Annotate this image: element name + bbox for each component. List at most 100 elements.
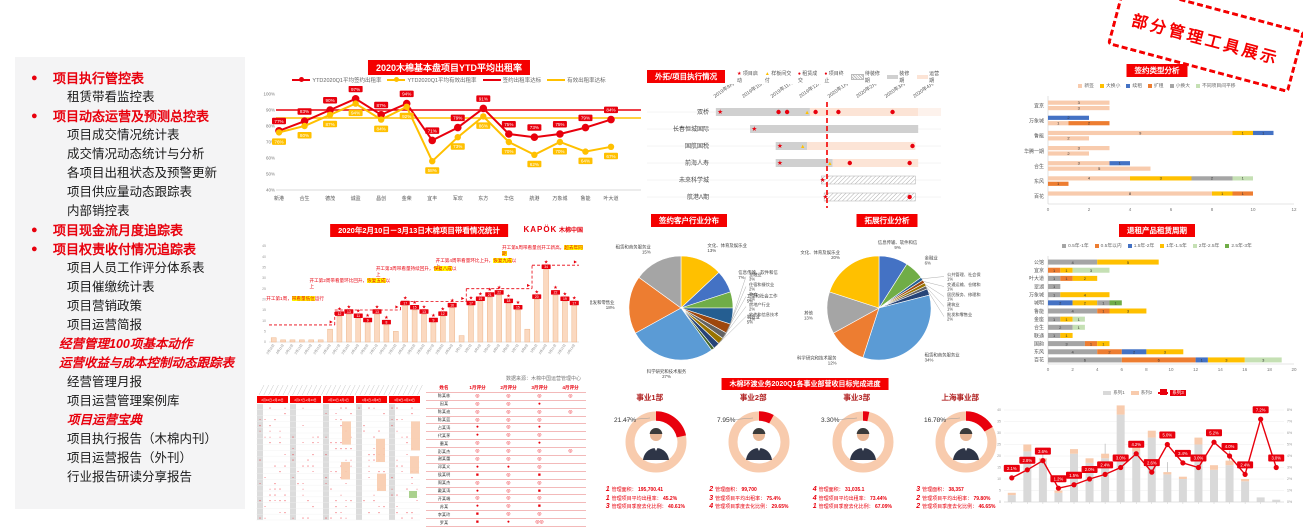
sidebar-item: 经营管理100项基本动作 bbox=[15, 335, 245, 354]
label: 3月6日 bbox=[501, 343, 510, 353]
label: 13% bbox=[804, 315, 813, 320]
label: 2% bbox=[749, 287, 755, 292]
bar-segment bbox=[1060, 316, 1073, 322]
label: 17 bbox=[572, 301, 576, 305]
label: • bbox=[416, 487, 417, 491]
label: 2 bbox=[1067, 115, 1070, 120]
bar-label-box bbox=[363, 317, 373, 323]
label: 1 bbox=[1102, 301, 1105, 306]
label: • bbox=[292, 516, 293, 520]
highlight-block bbox=[342, 421, 351, 445]
bar bbox=[308, 339, 315, 343]
label: 35 bbox=[262, 266, 266, 270]
label: × bbox=[335, 499, 337, 503]
label: × bbox=[269, 441, 271, 445]
bar-segment bbox=[1097, 308, 1110, 314]
gantt-dot bbox=[907, 194, 912, 200]
label: 2 bbox=[1084, 276, 1087, 281]
label: 昌创 bbox=[376, 195, 386, 202]
score-row: 因某 ◎ ◎ ● bbox=[426, 400, 586, 409]
label: 6% bbox=[1287, 431, 1292, 435]
bar bbox=[383, 324, 390, 343]
line-point bbox=[1133, 451, 1139, 457]
label: 1 bbox=[1078, 325, 1081, 330]
label: 2 bbox=[1067, 136, 1070, 141]
label: 叶大道 bbox=[1029, 275, 1044, 282]
label: 3.4% bbox=[1178, 451, 1188, 456]
label: × bbox=[317, 435, 319, 439]
label: 83% bbox=[300, 109, 309, 114]
data-label-box bbox=[425, 167, 440, 174]
data-point bbox=[453, 123, 462, 132]
score-col-header: 4月评分 bbox=[555, 385, 586, 393]
highlight-block bbox=[376, 438, 385, 462]
avatar-body bbox=[642, 448, 669, 460]
data-point bbox=[377, 111, 385, 119]
line-point bbox=[1071, 482, 1077, 488]
data-label-box bbox=[578, 157, 593, 165]
line-point bbox=[1226, 453, 1233, 459]
label: 17 bbox=[403, 301, 407, 305]
label: 34% bbox=[925, 358, 934, 363]
label: 4.2% bbox=[1131, 442, 1141, 447]
label: 交通运输、仓储和 bbox=[947, 281, 981, 288]
stat-value: 38,357 bbox=[948, 487, 964, 493]
matrix-header bbox=[389, 396, 420, 403]
bar-segment bbox=[1048, 292, 1061, 298]
label: • bbox=[396, 429, 397, 433]
stamp-text: 部分管理工具展示 bbox=[1129, 12, 1281, 69]
label: • bbox=[396, 505, 397, 509]
label: 3月1日 bbox=[454, 343, 463, 353]
legend-label: 签约出租率达标 bbox=[502, 78, 542, 84]
label: × bbox=[350, 412, 352, 416]
label: 87% bbox=[325, 122, 334, 127]
label: 84% bbox=[606, 108, 615, 113]
label: 1 bbox=[1053, 317, 1056, 322]
label: × bbox=[345, 447, 347, 451]
label: × bbox=[373, 435, 375, 439]
bar bbox=[280, 339, 286, 343]
label: 1% bbox=[749, 317, 755, 322]
legend-item: ▲ 样板间交付 bbox=[764, 71, 792, 84]
label: 5 bbox=[1127, 260, 1130, 265]
label: × bbox=[325, 476, 327, 480]
label: × bbox=[312, 441, 314, 445]
label: × bbox=[307, 499, 309, 503]
label: × bbox=[335, 441, 337, 445]
score-row: 墨某 ◎ ◎ ● bbox=[426, 439, 586, 449]
label: • bbox=[259, 418, 260, 422]
data-point bbox=[607, 143, 615, 150]
bar bbox=[458, 335, 465, 343]
data-point bbox=[531, 151, 538, 158]
label: 诚盈 bbox=[351, 195, 361, 202]
bar-segment bbox=[1121, 357, 1196, 363]
stat-row: 1 管理项目平均出租率： 45.2% bbox=[605, 494, 678, 502]
donut-row: 事业1部 21.47% 1 管理面积： 195,700.41 1 管理项目平均出租率：… bbox=[598, 392, 1012, 512]
bar-segment bbox=[1048, 357, 1122, 363]
label: 金融业 bbox=[925, 254, 939, 261]
label: • bbox=[279, 510, 280, 514]
label: × bbox=[411, 412, 413, 416]
label: 10 bbox=[997, 477, 1001, 481]
sidebar-item-label: 成交情况动态统计与分析 bbox=[67, 147, 205, 161]
label: • bbox=[378, 505, 379, 509]
line-label-box bbox=[1268, 454, 1285, 462]
label: 22 bbox=[554, 291, 558, 295]
stat-value: 75.4% bbox=[766, 495, 781, 502]
bar-peach bbox=[1241, 479, 1250, 482]
chart-title: 签约类型分析 bbox=[1126, 64, 1188, 77]
label: ★ bbox=[534, 289, 539, 295]
marker-glyph: ● bbox=[824, 71, 828, 77]
bar-label-box bbox=[447, 302, 457, 308]
label: 12 bbox=[1193, 367, 1199, 372]
legend-item: 装修期 bbox=[887, 70, 913, 84]
label: × bbox=[284, 510, 286, 514]
bar bbox=[364, 322, 371, 343]
label: × bbox=[345, 406, 347, 410]
sidebar-item: 成交情况动态统计与分析 bbox=[15, 145, 245, 164]
highlight-green bbox=[409, 491, 417, 498]
label: × bbox=[340, 447, 342, 451]
stat-value: 73.44% bbox=[869, 495, 887, 502]
data-point bbox=[581, 123, 590, 132]
data-label-box bbox=[374, 101, 389, 109]
